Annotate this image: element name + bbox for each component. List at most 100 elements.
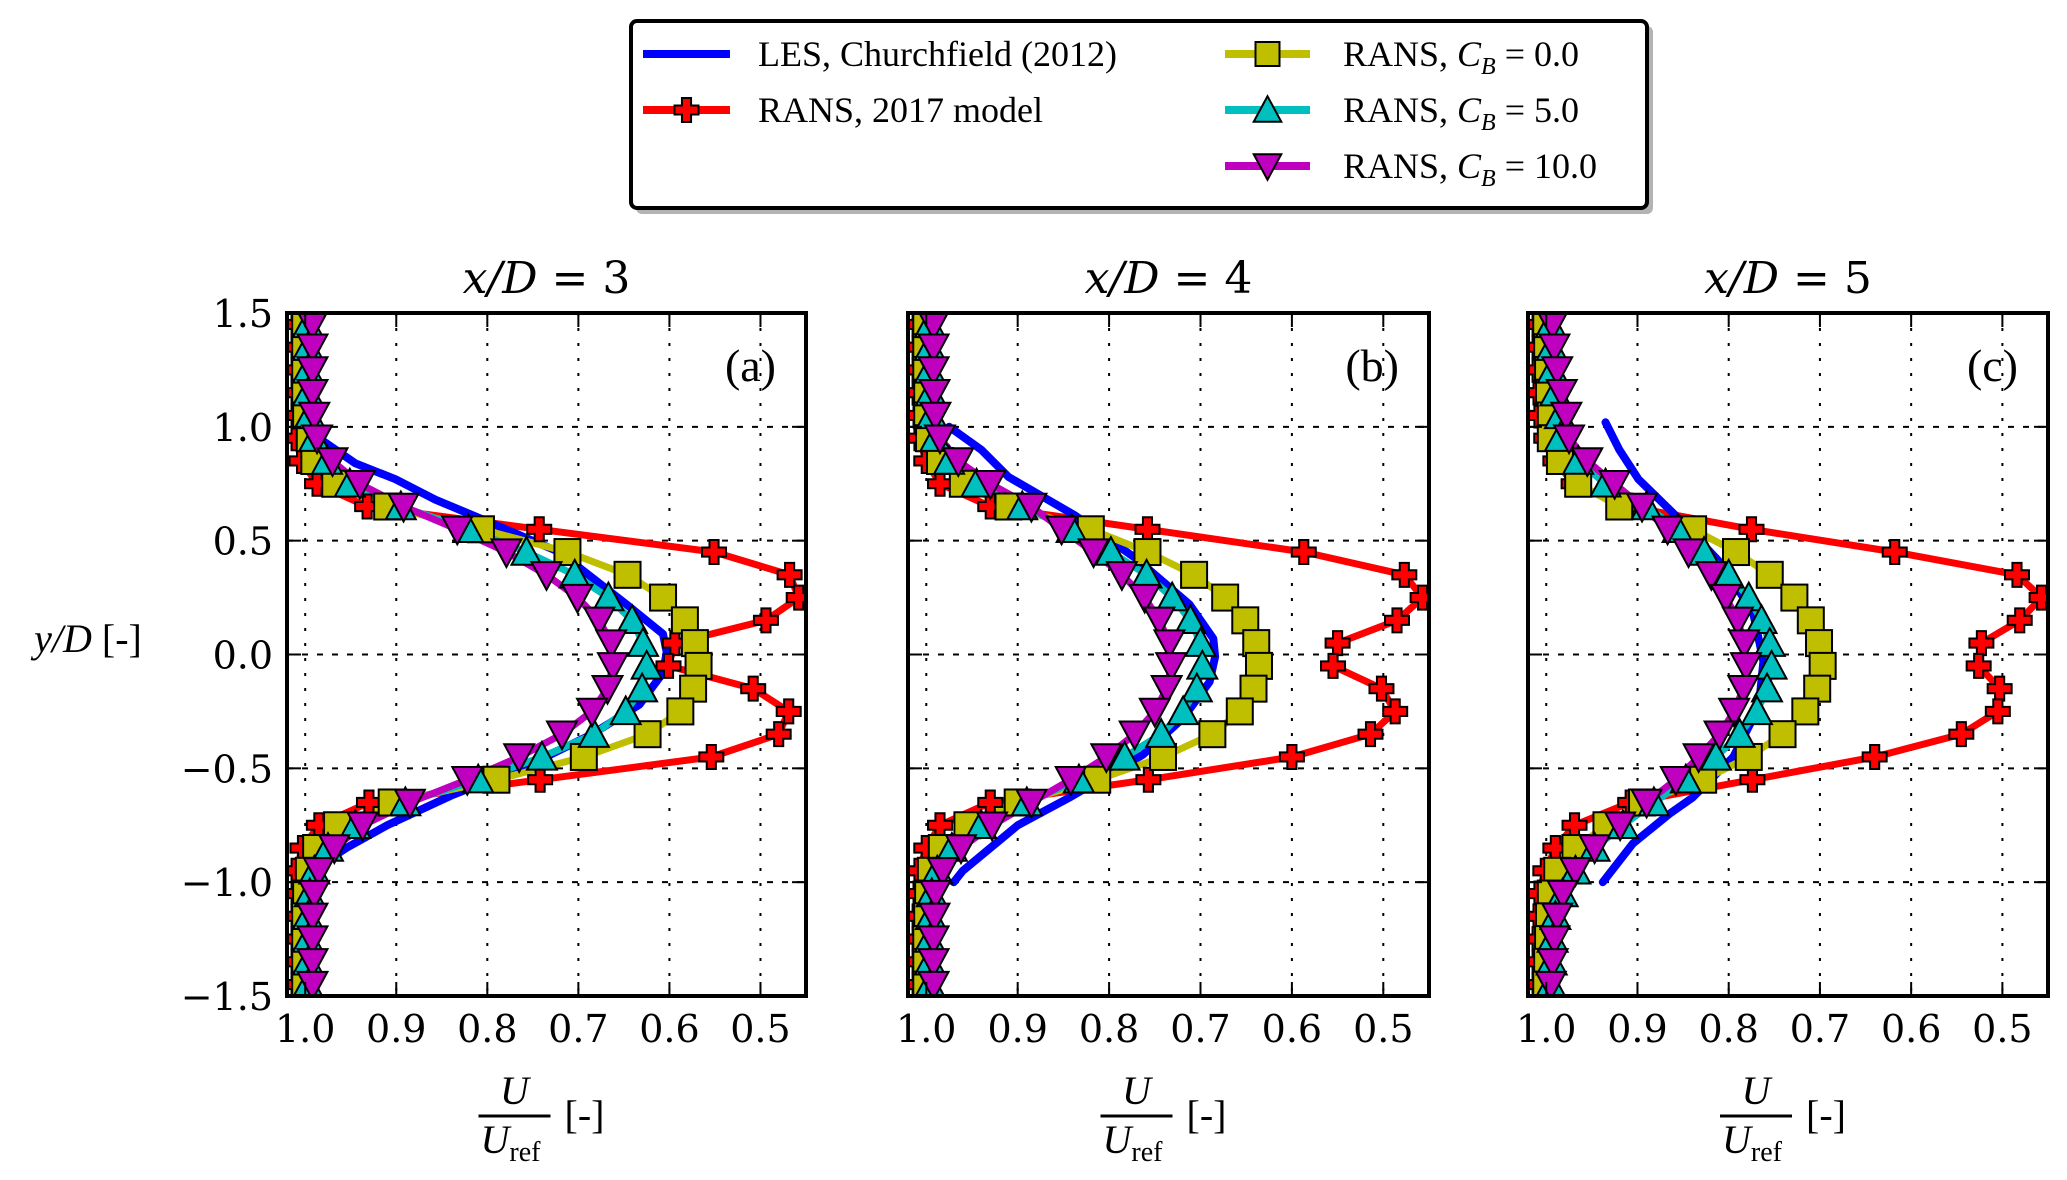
series-line-les xyxy=(314,434,671,871)
data-point-cb10 xyxy=(1118,720,1152,752)
panel-title: x/D = 5 xyxy=(1704,253,1872,304)
data-point-cb10 xyxy=(1152,629,1187,661)
data-point-cb5 xyxy=(1699,739,1733,771)
data-point-cb10 xyxy=(916,333,951,365)
data-point-cb10 xyxy=(582,606,616,638)
data-point-cb5 xyxy=(1744,603,1779,635)
data-point-cb10 xyxy=(594,629,628,661)
data-point-cb10 xyxy=(343,470,377,501)
data-point-cb10 xyxy=(926,857,960,888)
data-point-rans2017 xyxy=(1861,743,1888,770)
data-point-cb0 xyxy=(1239,674,1268,703)
data-point-cb0 xyxy=(1768,720,1797,749)
data-point-cb10 xyxy=(1540,902,1574,934)
data-point-cb10 xyxy=(1537,925,1572,957)
data-point-cb10 xyxy=(295,948,330,979)
x-label-unit: [-] xyxy=(1187,1092,1227,1137)
data-point-cb0 xyxy=(1734,742,1763,771)
data-point-cb0 xyxy=(1180,560,1209,589)
data-point-cb10 xyxy=(918,879,953,911)
data-point-cb10 xyxy=(941,447,975,479)
data-point-cb10 xyxy=(1702,720,1737,752)
data-point-cb10 xyxy=(302,857,336,888)
data-point-cb5 xyxy=(525,739,559,771)
data-point-cb0 xyxy=(649,583,678,612)
data-point-cb10 xyxy=(1089,743,1123,775)
data-point-cb10 xyxy=(295,925,330,957)
data-point-cb10 xyxy=(596,652,630,683)
data-point-rans2017 xyxy=(1965,652,1992,679)
data-point-cb0 xyxy=(1211,583,1240,612)
data-point-cb5 xyxy=(577,717,611,748)
y-tick-label: 1.0 xyxy=(213,406,273,450)
data-point-rans2017 xyxy=(776,561,803,588)
data-point-cb10 xyxy=(917,902,952,934)
data-point-cb10 xyxy=(315,447,350,479)
data-point-cb5 xyxy=(625,671,659,703)
data-point-cb10 xyxy=(1142,606,1176,638)
data-point-cb0 xyxy=(1133,538,1162,567)
x-tick-label: 0.9 xyxy=(366,1007,426,1051)
x-tick-label: 0.8 xyxy=(457,1007,517,1051)
data-point-cb10 xyxy=(295,333,330,365)
data-point-rans2017 xyxy=(1382,698,1409,725)
data-point-cb0 xyxy=(679,674,708,703)
data-point-cb10 xyxy=(1014,788,1049,820)
panel-tag: (b) xyxy=(1345,340,1399,391)
data-point-cb5 xyxy=(1107,739,1142,771)
legend-entry-cb5: RANS, CB = 5.0 xyxy=(1225,90,1579,136)
x-tick-label: 1.0 xyxy=(275,1007,335,1051)
x-tick-label: 0.7 xyxy=(1170,1007,1230,1051)
data-point-cb10 xyxy=(1721,606,1755,638)
data-point-rans2017 xyxy=(661,630,688,657)
legend-marker-triangle-up-icon xyxy=(1252,94,1283,123)
data-point-rans2017 xyxy=(775,698,802,725)
series-line-cb10 xyxy=(309,320,617,989)
data-point-cb10 xyxy=(1534,970,1568,996)
y-tick-label: 0.0 xyxy=(213,634,273,678)
y-axis-label: y/D [-] xyxy=(30,616,142,661)
data-point-cb10 xyxy=(1540,356,1574,387)
data-point-cb0 xyxy=(1796,606,1825,635)
data-point-cb10 xyxy=(440,515,474,547)
x-tick-label: 0.9 xyxy=(987,1007,1047,1051)
data-point-cb0 xyxy=(633,720,662,749)
data-point-cb10 xyxy=(297,401,331,433)
x-tick-label: 0.5 xyxy=(730,1007,790,1051)
data-point-cb10 xyxy=(300,424,334,456)
x-tick-label: 0.8 xyxy=(1079,1007,1139,1051)
data-point-cb0 xyxy=(1805,629,1834,658)
data-point-cb10 xyxy=(1076,538,1111,570)
data-point-cb10 xyxy=(1570,447,1604,479)
data-point-cb5 xyxy=(1740,694,1774,726)
data-point-cb5 xyxy=(1750,671,1784,703)
data-point-cb10 xyxy=(393,788,427,820)
y-tick-label: 1.5 xyxy=(213,292,273,336)
data-point-cb10 xyxy=(489,538,524,570)
data-point-cb10 xyxy=(1659,766,1693,797)
data-point-cb10 xyxy=(916,356,951,387)
data-point-cb10 xyxy=(1105,561,1139,592)
data-point-cb10 xyxy=(1044,515,1079,547)
data-point-cb0 xyxy=(1791,697,1820,726)
data-point-rans2017 xyxy=(354,493,381,520)
x-label-numerator: U xyxy=(1122,1068,1154,1113)
data-point-cb10 xyxy=(560,583,595,615)
data-point-cb10 xyxy=(1014,492,1049,524)
x-tick-label: 0.6 xyxy=(1881,1007,1941,1051)
data-point-rans2017 xyxy=(1135,766,1162,793)
data-point-rans2017 xyxy=(1391,561,1418,588)
data-point-cb10 xyxy=(1709,583,1743,615)
data-point-cb0 xyxy=(1244,651,1273,680)
data-point-cb10 xyxy=(297,879,331,911)
legend-marker-triangle-down-icon xyxy=(1252,153,1283,182)
data-point-cb5 xyxy=(1185,648,1219,680)
data-point-cb0 xyxy=(684,651,713,680)
series-line-cb5 xyxy=(304,320,651,989)
gridlines xyxy=(1528,313,2048,996)
data-point-rans2017 xyxy=(1134,516,1161,543)
data-point-cb10 xyxy=(295,902,330,934)
data-point-rans2017 xyxy=(1384,607,1411,634)
data-point-cb10 xyxy=(502,743,536,775)
x-label-unit: [-] xyxy=(1806,1092,1846,1137)
